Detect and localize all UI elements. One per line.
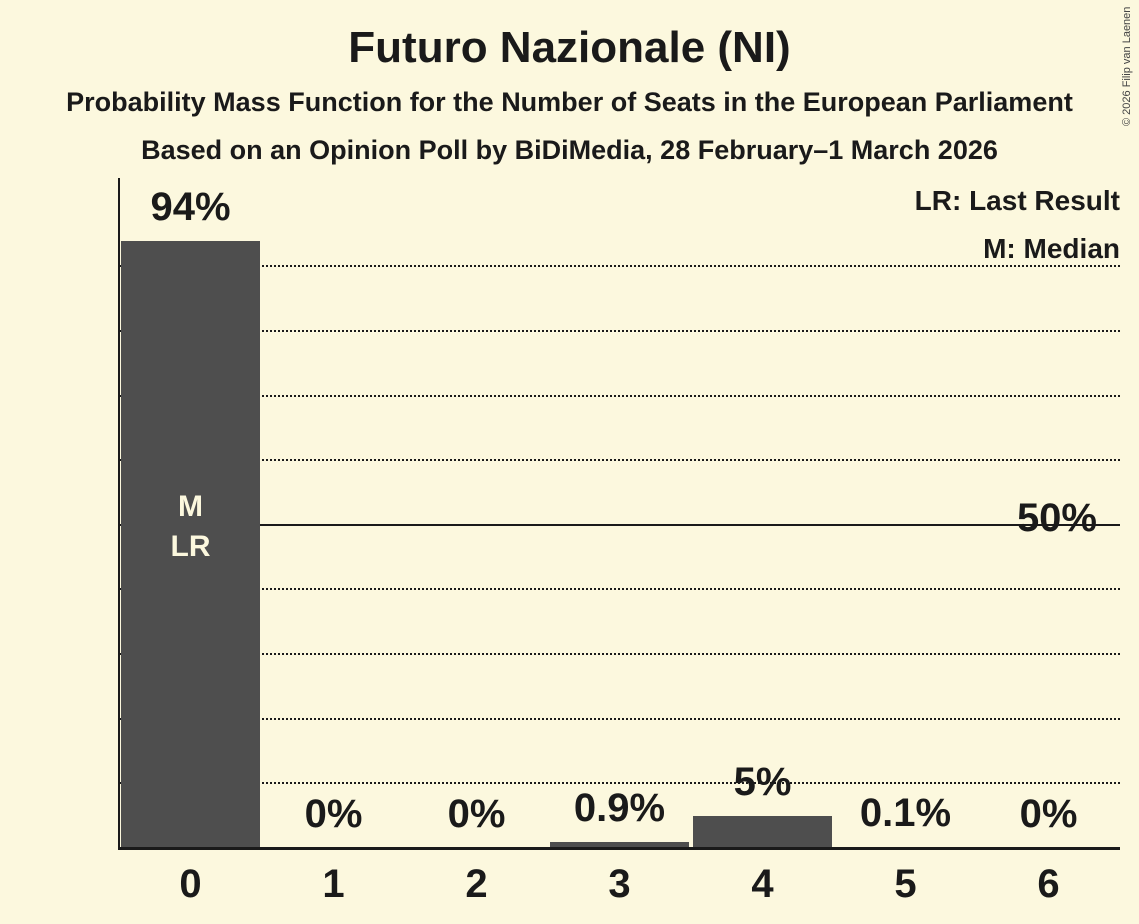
- x-axis-tick-label-2: 2: [465, 862, 488, 906]
- gridline-10-percent: [119, 782, 1120, 785]
- y-axis-tick-label: 50%: [1016, 496, 1097, 540]
- bar-value-label-seats-3: 0.9%: [573, 786, 666, 830]
- gridline-80-percent: [119, 329, 1120, 332]
- gridline-70-percent: [119, 394, 1120, 397]
- chart-poll-source: Based on an Opinion Poll by BiDiMedia, 2…: [141, 135, 998, 165]
- gridline-30-percent: [119, 652, 1120, 655]
- gridline-50-percent-majority-line: [119, 523, 1120, 526]
- x-axis-tick-label-0: 0: [179, 862, 202, 906]
- annotation-line-m: M: [178, 490, 203, 523]
- x-axis-tick-label-1: 1: [322, 862, 345, 906]
- bar-seats-4: [693, 816, 832, 848]
- x-axis-line: [117, 847, 1120, 850]
- bar-value-label-seats-6: 0%: [1019, 792, 1078, 836]
- x-axis-tick-label-4: 4: [751, 862, 774, 906]
- gridline-20-percent: [119, 717, 1120, 720]
- x-axis-tick-label-5: 5: [894, 862, 917, 906]
- annotation-line-lr: LR: [170, 530, 211, 563]
- bar-value-label-seats-0: 94%: [150, 185, 231, 229]
- legend-last-result: LR: Last Result: [914, 185, 1120, 216]
- gridline-60-percent: [119, 459, 1120, 462]
- bar-value-label-seats-4: 5%: [733, 760, 792, 804]
- bar-value-label-seats-5: 0.1%: [859, 791, 952, 835]
- legend-median: M: Median: [983, 233, 1120, 264]
- bar-seats-0: [121, 241, 260, 848]
- y-axis-line: [117, 178, 120, 850]
- gridline-90-percent: [119, 265, 1120, 268]
- bar-value-label-seats-1: 0%: [304, 792, 363, 836]
- bar-value-label-seats-2: 0%: [447, 792, 506, 836]
- x-axis-tick-label-3: 3: [608, 862, 631, 906]
- chart-title: Futuro Nazionale (NI): [348, 23, 791, 72]
- x-axis-tick-label-6: 6: [1037, 862, 1060, 906]
- gridline-40-percent: [119, 588, 1120, 591]
- bar-seats-3: [550, 842, 689, 848]
- median-last-result-annotation: M LR: [119, 487, 262, 567]
- chart-subtitle: Probability Mass Function for the Number…: [66, 87, 1073, 117]
